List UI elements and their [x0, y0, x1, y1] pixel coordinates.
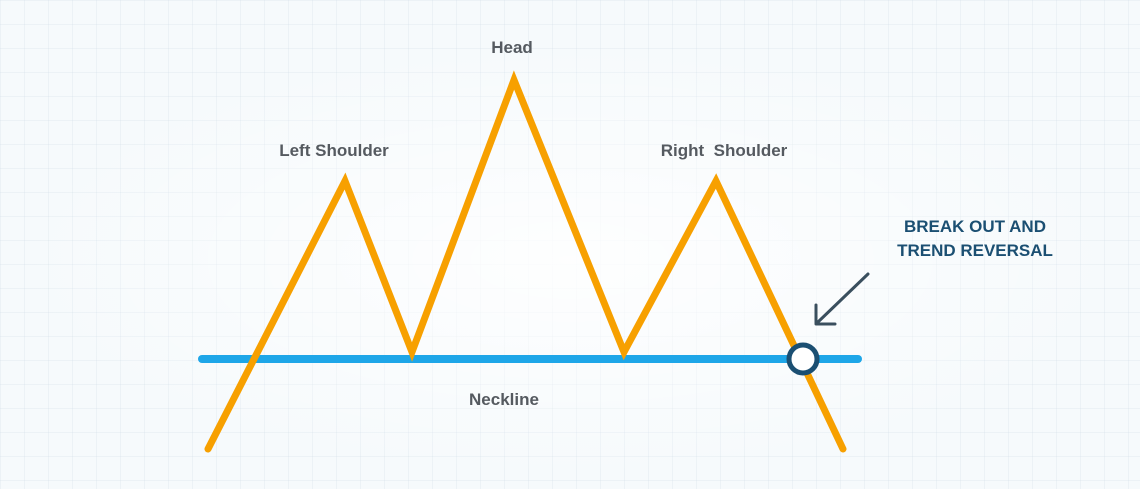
- left-shoulder-label: Left Shoulder: [279, 141, 389, 160]
- arrow-shaft: [816, 272, 870, 324]
- arrow-icon: [814, 272, 870, 326]
- right-shoulder-label: Right Shoulder: [660, 141, 788, 160]
- head-label: Head: [491, 38, 533, 57]
- callout-line-1: BREAK OUT AND: [904, 217, 1046, 236]
- arrow-head: [814, 303, 837, 326]
- callout-line-2: TREND REVERSAL: [897, 241, 1053, 260]
- breakout-callout: BREAK OUT AND TREND REVERSAL: [897, 215, 1053, 263]
- breakout-marker: [786, 342, 820, 376]
- price-line: [204, 70, 847, 453]
- neckline-label: Neckline: [469, 390, 539, 409]
